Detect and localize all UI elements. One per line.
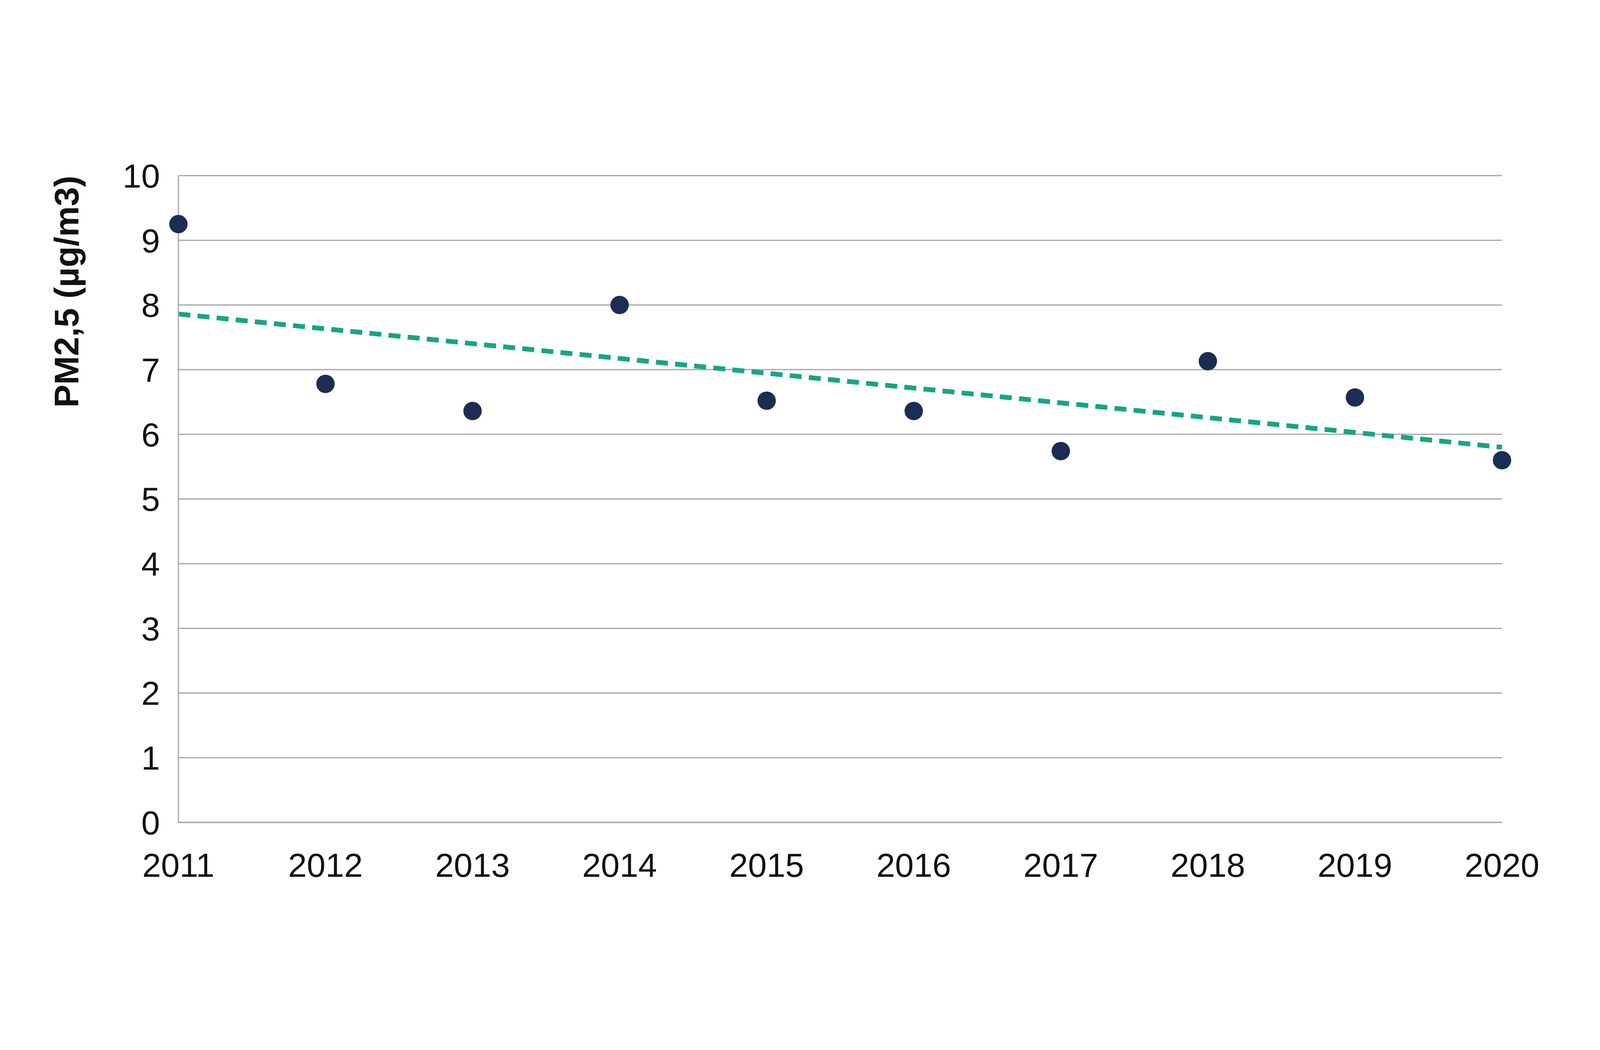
svg-text:10: 10	[122, 157, 160, 195]
svg-text:7: 7	[141, 351, 160, 389]
svg-text:2014: 2014	[582, 846, 658, 884]
svg-text:8: 8	[141, 286, 160, 324]
svg-text:1: 1	[141, 739, 160, 777]
svg-text:2011: 2011	[142, 846, 215, 884]
svg-text:2015: 2015	[729, 846, 804, 884]
svg-text:6: 6	[141, 416, 160, 454]
svg-text:0: 0	[141, 804, 160, 842]
svg-text:2018: 2018	[1170, 846, 1246, 884]
svg-text:9: 9	[141, 222, 160, 260]
svg-text:2017: 2017	[1023, 846, 1099, 884]
svg-text:2016: 2016	[876, 846, 952, 884]
svg-text:4: 4	[141, 545, 160, 583]
svg-text:2013: 2013	[435, 846, 510, 884]
svg-text:PM2,5 (µg/m3): PM2,5 (µg/m3)	[47, 175, 86, 408]
svg-text:3: 3	[141, 610, 160, 648]
svg-text:2: 2	[141, 674, 160, 712]
svg-text:5: 5	[141, 480, 160, 518]
svg-text:2020: 2020	[1464, 846, 1540, 884]
svg-text:2012: 2012	[288, 846, 363, 884]
svg-text:2019: 2019	[1317, 846, 1393, 884]
